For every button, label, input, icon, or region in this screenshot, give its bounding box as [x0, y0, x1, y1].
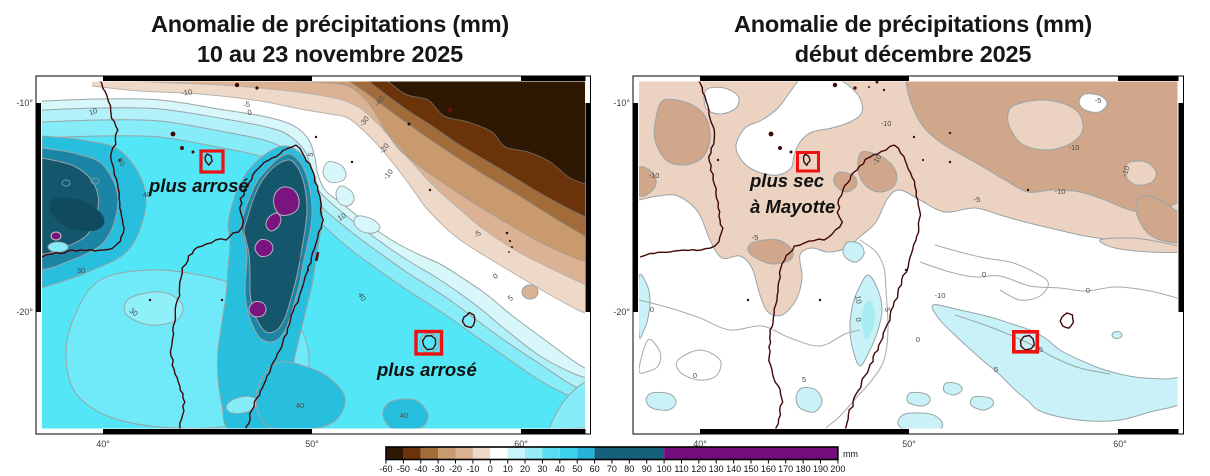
svg-text:mm: mm: [843, 449, 858, 459]
svg-text:0: 0: [1086, 286, 1090, 295]
svg-text:30: 30: [77, 266, 85, 275]
svg-text:180: 180: [796, 464, 811, 474]
svg-text:70: 70: [607, 464, 617, 474]
svg-text:40: 40: [356, 291, 368, 303]
svg-text:-60: -60: [379, 464, 392, 474]
svg-text:-5: -5: [1095, 96, 1102, 105]
svg-text:-10: -10: [649, 171, 660, 180]
svg-text:0: 0: [488, 464, 493, 474]
svg-text:5: 5: [883, 307, 893, 313]
svg-text:40°: 40°: [96, 439, 110, 449]
svg-text:-20°: -20°: [16, 307, 33, 317]
svg-text:100: 100: [657, 464, 672, 474]
svg-text:-10: -10: [181, 87, 193, 97]
svg-text:0: 0: [491, 271, 500, 281]
svg-text:40°: 40°: [693, 439, 707, 449]
svg-text:10: 10: [88, 106, 99, 117]
svg-text:170: 170: [778, 464, 793, 474]
svg-text:120: 120: [691, 464, 706, 474]
svg-text:110: 110: [674, 464, 688, 474]
svg-text:10: 10: [853, 295, 863, 305]
svg-text:160: 160: [761, 464, 776, 474]
svg-text:à Mayotte: à Mayotte: [750, 196, 835, 217]
svg-text:50°: 50°: [902, 439, 916, 449]
svg-text:5: 5: [1039, 345, 1043, 354]
svg-text:-20°: -20°: [613, 307, 630, 317]
svg-text:130: 130: [709, 464, 724, 474]
svg-text:-10°: -10°: [613, 98, 630, 108]
svg-text:0: 0: [650, 305, 654, 314]
svg-text:0: 0: [693, 371, 697, 380]
svg-text:10: 10: [503, 464, 513, 474]
svg-text:140: 140: [726, 464, 741, 474]
svg-text:5: 5: [994, 365, 998, 374]
svg-text:-40: -40: [414, 464, 427, 474]
svg-text:-10: -10: [935, 291, 946, 300]
svg-text:5: 5: [506, 293, 515, 303]
svg-text:plus sec: plus sec: [749, 170, 825, 191]
svg-text:-10: -10: [1055, 187, 1066, 196]
svg-text:-10: -10: [1120, 165, 1132, 178]
svg-text:40: 40: [400, 411, 408, 420]
svg-text:30: 30: [115, 156, 127, 168]
svg-text:20: 20: [520, 464, 530, 474]
svg-text:5: 5: [306, 152, 316, 158]
svg-text:-10: -10: [466, 464, 479, 474]
svg-text:-50: -50: [397, 464, 410, 474]
svg-text:80: 80: [624, 464, 634, 474]
svg-text:60°: 60°: [1113, 439, 1127, 449]
svg-text:50°: 50°: [305, 439, 319, 449]
svg-text:-10: -10: [1069, 143, 1080, 152]
svg-text:0: 0: [916, 335, 920, 344]
svg-text:0: 0: [247, 108, 252, 117]
svg-text:plus arrosé: plus arrosé: [148, 175, 249, 196]
svg-text:50: 50: [572, 464, 582, 474]
svg-text:40: 40: [143, 190, 151, 199]
svg-text:0: 0: [854, 317, 864, 323]
svg-text:200: 200: [830, 464, 845, 474]
svg-text:190: 190: [813, 464, 828, 474]
svg-text:plus arrosé: plus arrosé: [376, 359, 477, 380]
svg-text:5: 5: [802, 375, 806, 384]
svg-text:60: 60: [590, 464, 600, 474]
svg-text:-5: -5: [752, 233, 759, 242]
svg-text:-10: -10: [881, 119, 892, 128]
svg-text:40: 40: [296, 401, 304, 410]
svg-text:150: 150: [743, 464, 758, 474]
svg-text:-5: -5: [472, 228, 483, 239]
svg-text:0: 0: [982, 270, 986, 279]
svg-text:-30: -30: [432, 464, 445, 474]
svg-text:-5: -5: [974, 195, 981, 204]
svg-text:-5: -5: [243, 100, 251, 110]
svg-text:-20: -20: [449, 464, 462, 474]
svg-text:-10°: -10°: [16, 98, 33, 108]
svg-text:60°: 60°: [514, 439, 528, 449]
svg-text:90: 90: [642, 464, 652, 474]
svg-text:30: 30: [293, 252, 304, 263]
svg-text:30: 30: [537, 464, 547, 474]
svg-text:10: 10: [336, 211, 348, 223]
svg-text:40: 40: [555, 464, 565, 474]
